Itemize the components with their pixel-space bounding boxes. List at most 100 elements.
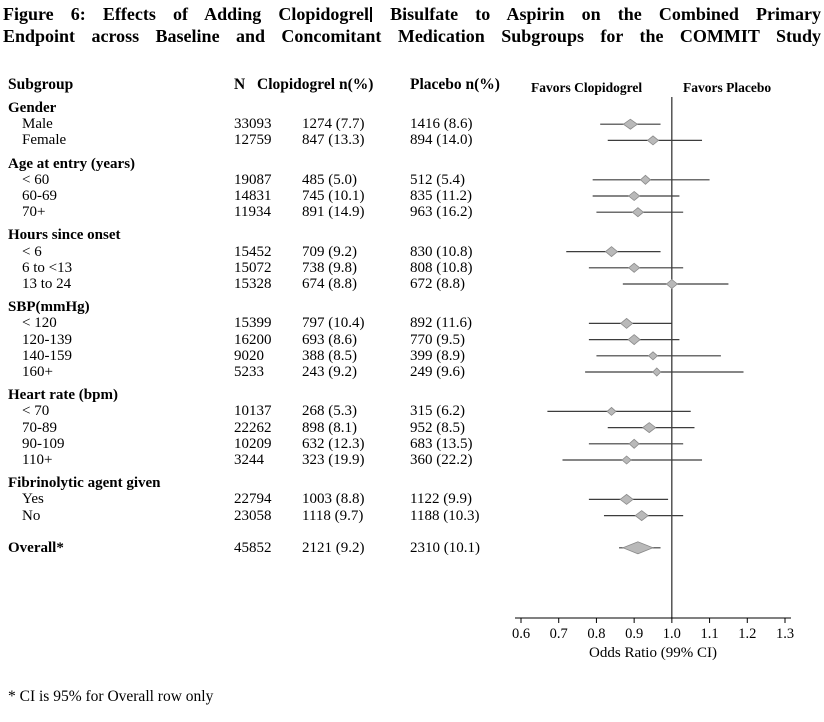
cell-n: 22794 [234,491,272,508]
axis-tick-label: 1.2 [738,626,756,642]
row-label: < 60 [22,171,50,188]
subgroup-header-row: Fibrinolytic agent given [0,475,824,492]
cell-placebo: 1188 (10.3) [410,507,480,524]
cell-n: 33093 [234,116,272,133]
subgroup-data-row: 70-89 22262 898 (8.1) 952 (8.5) [0,420,824,437]
cell-clopidogrel: 709 (9.2) [302,243,357,260]
row-label: 70-89 [22,419,57,436]
row-label: < 120 [22,315,57,332]
cell-placebo: 249 (9.6) [410,364,465,380]
row-label: 6 to <13 [22,259,73,276]
subgroup-data-row: 160+ 5233 243 (9.2) 249 (9.6) [0,364,824,381]
row-label: 120-139 [22,331,72,348]
row-label: 70+ [22,204,46,221]
cell-clopidogrel: 1118 (9.7) [302,507,364,524]
row-label: < 70 [22,403,50,420]
axis-tick-label: 0.7 [550,626,568,642]
cell-n: 14831 [234,188,272,204]
cell-clopidogrel: 891 (14.9) [302,204,365,221]
cell-clopidogrel: 632 (12.3) [302,435,365,452]
column-header-n: N [234,76,246,93]
axis-tick-label: 1.1 [701,626,719,642]
cell-clopidogrel: 323 (19.9) [302,452,365,468]
cell-placebo: 315 (6.2) [410,403,465,420]
cell-n: 15452 [234,243,272,260]
cell-placebo: 835 (11.2) [410,188,472,204]
cell-placebo: 894 (14.0) [410,132,473,149]
cell-placebo: 830 (10.8) [410,243,473,260]
axis-tick-label: 1.3 [776,626,794,642]
title-line-1: Figure 6: Effects of Adding Clopidogrel … [3,3,821,25]
row-label: 110+ [22,452,53,468]
column-header-placebo: Placebo n(%) [410,76,500,93]
cell-n: 15328 [234,276,272,292]
cell-clopidogrel: 738 (9.8) [302,259,357,276]
cell-clopidogrel: 2121 (9.2) [302,539,365,556]
row-label: Yes [22,491,44,508]
column-header-clopidogrel: Clopidogrel n(%) [257,76,374,93]
subgroup-data-row: 13 to 24 15328 674 (8.8) 672 (8.8) [0,276,824,293]
row-label: SBP(mmHg) [8,299,90,316]
subgroup-data-row: No 23058 1118 (9.7) 1188 (10.3) [0,508,824,525]
cell-n: 10137 [234,403,272,420]
axis-tick-label: 0.8 [587,626,605,642]
text-caret [370,7,373,22]
row-label: Female [22,132,67,149]
cell-clopidogrel: 485 (5.0) [302,171,357,188]
cell-clopidogrel: 268 (5.3) [302,403,357,420]
subgroup-header-row: SBP(mmHg) [0,299,824,316]
cell-clopidogrel: 674 (8.8) [302,276,357,292]
cell-clopidogrel: 745 (10.1) [302,188,365,204]
row-label: 60-69 [22,188,57,204]
cell-placebo: 399 (8.9) [410,347,465,364]
cell-clopidogrel: 1003 (8.8) [302,491,365,508]
cell-placebo: 672 (8.8) [410,276,465,292]
cell-placebo: 952 (8.5) [410,419,465,436]
subgroup-data-row: 70+ 11934 891 (14.9) 963 (16.2) [0,204,824,221]
subgroup-data-row: Yes 22794 1003 (8.8) 1122 (9.9) [0,491,824,508]
subgroup-data-row: < 120 15399 797 (10.4) 892 (11.6) [0,315,824,332]
cell-placebo: 512 (5.4) [410,171,465,188]
cell-placebo: 1416 (8.6) [410,116,473,133]
row-label: 140-159 [22,347,72,364]
cell-placebo: 808 (10.8) [410,259,473,276]
footnote: * CI is 95% for Overall row only [8,688,214,705]
subgroup-data-row: Overall* 45852 2121 (9.2) 2310 (10.1) [0,540,824,557]
cell-n: 12759 [234,132,272,149]
cell-n: 3244 [234,452,264,468]
axis-tick-label: 0.9 [625,626,643,642]
cell-n: 22262 [234,419,272,436]
cell-n: 16200 [234,331,272,348]
cell-clopidogrel: 797 (10.4) [302,315,365,332]
x-axis-label: Odds Ratio (99% CI) [589,645,717,661]
cell-n: 5233 [234,364,264,380]
cell-n: 45852 [234,539,272,556]
subgroup-header-row: Gender [0,100,824,117]
row-label: Gender [8,100,57,116]
row-label: 160+ [22,364,53,380]
subgroup-data-row: 90-109 10209 632 (12.3) 683 (13.5) [0,436,824,453]
cell-placebo: 1122 (9.9) [410,491,472,508]
row-label: Overall* [8,539,64,556]
cell-clopidogrel: 847 (13.3) [302,132,365,149]
plot-header-favors-placebo: Favors Placebo [683,80,772,95]
column-header-subgroup: Subgroup [8,76,74,93]
row-label: No [22,507,41,524]
plot-header-favors-clopidogrel: Favors Clopidogrel [531,80,643,95]
subgroup-header-row: Heart rate (bpm) [0,387,824,404]
cell-n: 9020 [234,347,264,364]
title-line-2: Endpoint across Baseline and Concomitant… [3,26,821,46]
axis-tick-label: 1.0 [663,626,681,642]
cell-clopidogrel: 693 (8.6) [302,331,357,348]
subgroup-header-row: Age at entry (years) [0,156,824,173]
cell-placebo: 2310 (10.1) [410,539,480,556]
row-label: Fibrinolytic agent given [8,475,161,492]
cell-placebo: 770 (9.5) [410,331,465,348]
title-text-1b: Bisulfate to Aspirin on the Combined Pri… [390,4,821,24]
subgroup-data-row: < 6 15452 709 (9.2) 830 (10.8) [0,244,824,261]
subgroup-data-row: 120-139 16200 693 (8.6) 770 (9.5) [0,332,824,349]
cell-n: 10209 [234,435,272,452]
cell-n: 23058 [234,507,272,524]
subgroup-data-row: Male 33093 1274 (7.7) 1416 (8.6) [0,116,824,133]
